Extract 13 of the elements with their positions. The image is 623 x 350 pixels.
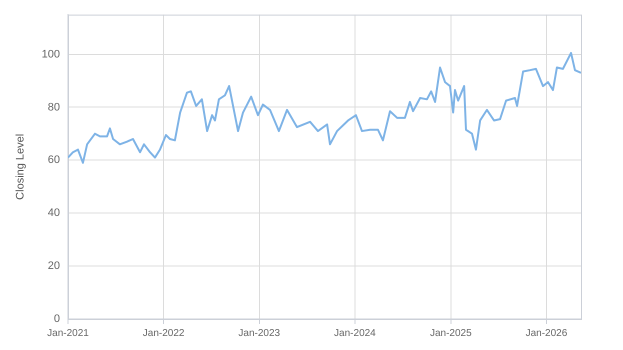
- x-tick-label: Jan-2021: [47, 328, 90, 339]
- y-tick-label: 20: [48, 260, 60, 272]
- y-tick-label: 40: [48, 207, 60, 220]
- y-tick-label: 80: [48, 101, 60, 114]
- y-axis-title: Closing Level: [14, 134, 27, 200]
- x-tick-label: Jan-2026: [526, 328, 568, 339]
- x-tick-label: Jan-2024: [334, 328, 376, 339]
- x-tick-label: Jan-2023: [238, 328, 281, 339]
- y-tick-label: 0: [54, 313, 60, 326]
- x-tick-label: Jan-2025: [430, 328, 472, 339]
- y-tick-label: 100: [42, 48, 60, 60]
- x-tick-label: Jan-2022: [142, 328, 185, 339]
- y-tick-label: 60: [48, 154, 60, 166]
